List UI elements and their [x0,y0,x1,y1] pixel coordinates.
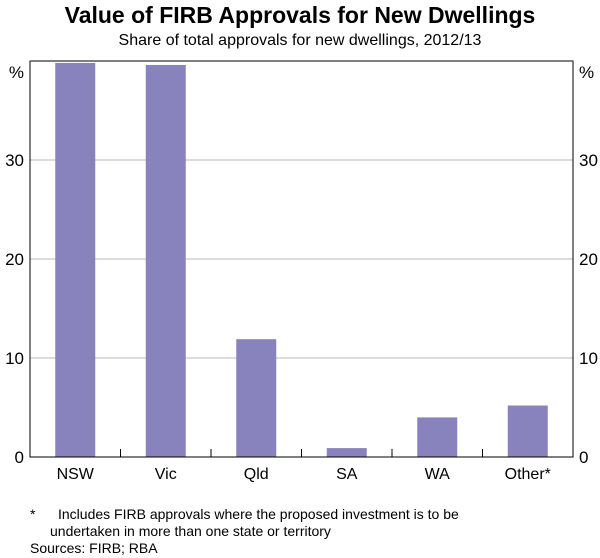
footnote-marker: * [30,506,36,522]
y-tick-label-left: 10 [5,349,24,368]
chart-title: Value of FIRB Approvals for New Dwelling… [64,2,536,28]
chart-subtitle: Share of total approvals for new dwellin… [118,32,482,49]
y-axis-unit-right: % [579,63,594,82]
x-tick-label: WA [425,466,451,483]
x-tick-label: Qld [244,466,269,483]
y-tick-label-right: 10 [579,349,598,368]
footnote-line-1: Includes FIRB approvals where the propos… [58,506,459,522]
x-tick-label: Vic [155,466,177,483]
bar-nsw [55,62,96,457]
bar-qld [236,339,277,457]
x-tick-label: NSW [57,466,95,483]
bar-sa [326,448,367,457]
footnote-line-2: undertaken in more than one state or ter… [50,523,331,539]
y-tick-label-left: 30 [5,151,24,170]
y-tick-label-left: 20 [5,250,24,269]
y-tick-label-left: 0 [15,448,24,467]
y-axis-unit-left: % [9,63,24,82]
y-tick-label-right: 30 [579,151,598,170]
sources: Sources: FIRB; RBA [30,540,158,556]
x-tick-label: Other* [505,466,551,483]
bar-wa [417,417,458,457]
y-tick-label-right: 20 [579,250,598,269]
bar-other [507,405,548,457]
y-tick-label-right: 0 [579,448,588,467]
x-tick-label: SA [336,466,358,483]
bar-vic [145,64,186,458]
